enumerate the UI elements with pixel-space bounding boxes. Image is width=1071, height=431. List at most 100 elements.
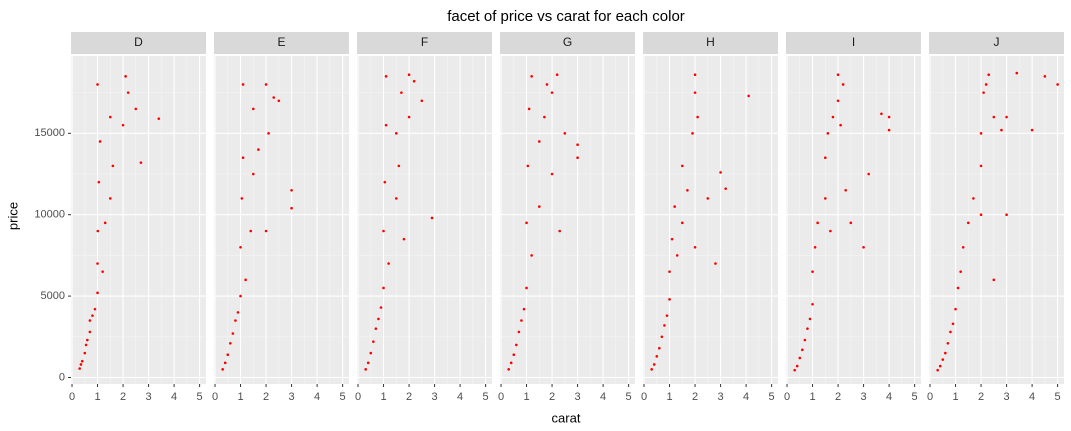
x-tick-label: 0 [212, 391, 218, 403]
point [257, 148, 260, 151]
point [880, 112, 883, 116]
point [374, 327, 378, 330]
point [1015, 71, 1019, 75]
point [527, 107, 531, 111]
point [696, 115, 699, 119]
point [239, 245, 242, 249]
point [249, 229, 253, 233]
x-tick-label: 3 [289, 391, 295, 403]
point [992, 278, 996, 282]
strip [929, 32, 1064, 54]
x-tick-label: 2 [835, 391, 841, 403]
panel [643, 56, 778, 384]
point [706, 197, 710, 200]
strip-label: F [421, 35, 428, 49]
point [402, 237, 406, 241]
point [808, 317, 812, 321]
point [517, 330, 521, 334]
point [101, 270, 104, 273]
strip-label: G [563, 35, 572, 49]
x-tick-label: 1 [94, 391, 100, 403]
point [264, 229, 268, 233]
strip-label: H [706, 35, 715, 49]
point [1030, 128, 1034, 132]
point [272, 96, 276, 99]
point [693, 73, 697, 77]
x-tick-label: 0 [641, 391, 647, 403]
point [719, 171, 722, 174]
point [793, 368, 796, 372]
point [382, 229, 385, 233]
point [86, 338, 89, 342]
point [83, 351, 87, 355]
point [267, 132, 270, 135]
x-axis-label: carat [552, 410, 581, 425]
point [849, 221, 853, 225]
point [430, 216, 434, 220]
point [290, 188, 293, 192]
point [992, 115, 996, 119]
point [530, 75, 533, 78]
point [844, 188, 848, 192]
point [813, 245, 817, 249]
point [290, 206, 293, 210]
y-tick-label: 10000 [34, 209, 65, 221]
point [967, 221, 970, 225]
point [538, 205, 541, 208]
x-tick-label: 0 [498, 391, 504, 403]
point [806, 327, 809, 330]
point [79, 363, 83, 366]
point [382, 286, 385, 290]
point [563, 132, 567, 135]
point [97, 180, 101, 184]
x-tick-label: 5 [483, 391, 489, 403]
point [663, 324, 666, 327]
point [959, 270, 962, 273]
point [515, 343, 518, 347]
point [862, 245, 865, 249]
point [226, 353, 230, 356]
point [526, 164, 530, 168]
point [665, 314, 669, 317]
point [867, 172, 870, 176]
point [801, 348, 804, 352]
x-tick-label: 5 [626, 391, 632, 403]
point [673, 205, 676, 208]
point [377, 317, 380, 321]
point [576, 143, 579, 147]
point [655, 355, 659, 358]
point [545, 83, 549, 86]
x-tick-label: 2 [120, 391, 126, 403]
x-tick-label: 1 [809, 391, 815, 403]
point [231, 332, 235, 335]
point [134, 107, 138, 111]
point [384, 123, 388, 127]
point [836, 73, 840, 77]
x-tick-label: 0 [69, 391, 75, 403]
point [507, 368, 510, 371]
point [530, 254, 533, 257]
strip-label: I [852, 35, 855, 49]
strip-label: D [134, 35, 143, 49]
point [229, 342, 232, 345]
point [509, 361, 513, 365]
point [252, 107, 255, 111]
point [407, 115, 411, 119]
point [277, 99, 281, 103]
point [121, 123, 125, 127]
point [157, 117, 161, 120]
point [512, 353, 516, 356]
point [555, 73, 559, 77]
point [803, 338, 807, 342]
point [98, 140, 102, 143]
strip [500, 32, 635, 54]
point [887, 128, 891, 132]
x-tick-label: 5 [769, 391, 775, 403]
x-tick-label: 0 [355, 391, 361, 403]
x-tick-label: 5 [1055, 391, 1061, 403]
point [395, 197, 398, 200]
point [811, 270, 814, 273]
x-tick-label: 1 [666, 391, 672, 403]
point [982, 91, 985, 94]
point [80, 359, 84, 363]
